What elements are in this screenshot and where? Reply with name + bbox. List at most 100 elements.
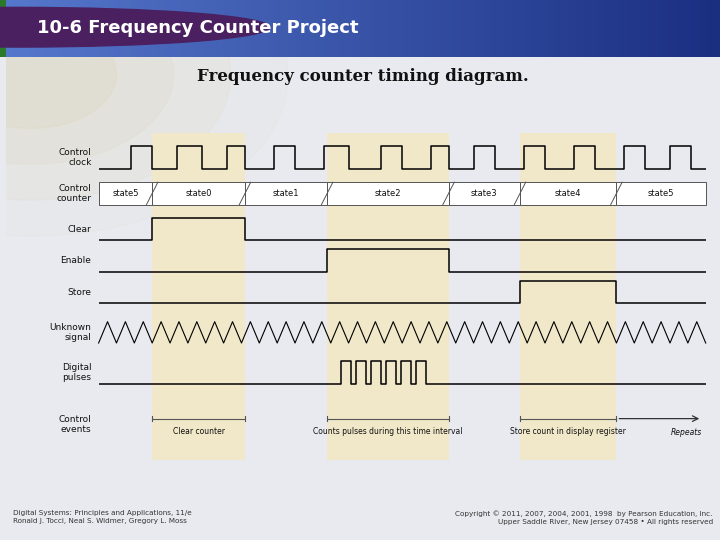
Bar — [58, 0, 65, 57]
Bar — [338, 0, 346, 57]
Bar — [259, 0, 266, 57]
Bar — [691, 0, 698, 57]
Bar — [713, 0, 720, 57]
Bar — [230, 0, 238, 57]
Bar — [520, 182, 616, 205]
Text: state5: state5 — [112, 189, 139, 198]
Text: state1: state1 — [273, 189, 300, 198]
Bar — [346, 0, 353, 57]
Text: Copyright © 2011, 2007, 2004, 2001, 1998  by Pearson Education, Inc.
Upper Saddl: Copyright © 2011, 2007, 2004, 2001, 1998… — [456, 510, 713, 525]
Bar — [382, 0, 389, 57]
Text: Repeats: Repeats — [671, 428, 702, 436]
Circle shape — [0, 0, 288, 236]
Bar — [605, 0, 612, 57]
Bar — [432, 0, 439, 57]
Text: Digital Systems: Principles and Applications, 11/e
Ronald J. Tocci, Neal S. Widm: Digital Systems: Principles and Applicat… — [13, 510, 192, 524]
Bar — [79, 0, 86, 57]
Bar — [152, 182, 245, 205]
Bar — [202, 0, 209, 57]
Bar — [288, 0, 295, 57]
Bar — [36, 0, 43, 57]
Bar — [194, 0, 202, 57]
Bar — [540, 0, 547, 57]
Text: 10-6 Frequency Counter Project: 10-6 Frequency Counter Project — [37, 19, 359, 37]
Bar — [554, 0, 562, 57]
Bar — [655, 0, 662, 57]
Bar — [302, 0, 310, 57]
Circle shape — [0, 21, 117, 129]
Bar — [497, 0, 504, 57]
Bar — [403, 0, 410, 57]
Bar — [252, 0, 259, 57]
Text: Clear counter: Clear counter — [173, 427, 225, 436]
Bar — [425, 0, 432, 57]
Text: Frequency counter timing diagram.: Frequency counter timing diagram. — [197, 68, 528, 85]
Bar — [29, 0, 36, 57]
Bar — [482, 0, 490, 57]
Text: state0: state0 — [185, 189, 212, 198]
Bar — [108, 0, 115, 57]
Bar — [245, 0, 252, 57]
Bar — [101, 0, 108, 57]
Bar — [518, 0, 526, 57]
Bar — [367, 0, 374, 57]
Bar — [14, 0, 22, 57]
Bar — [533, 0, 540, 57]
Circle shape — [0, 8, 270, 47]
Bar — [520, 133, 616, 460]
Bar — [0, 0, 6, 57]
Bar — [475, 0, 482, 57]
Bar — [65, 0, 72, 57]
Text: Control
clock: Control clock — [59, 148, 91, 167]
Bar — [158, 0, 166, 57]
Bar — [43, 0, 50, 57]
Circle shape — [0, 0, 174, 164]
Text: Control
events: Control events — [59, 415, 91, 434]
Bar — [223, 0, 230, 57]
Bar — [180, 0, 187, 57]
Bar — [115, 0, 122, 57]
Bar — [449, 182, 520, 205]
Bar — [166, 0, 173, 57]
Circle shape — [0, 0, 230, 200]
Bar — [353, 0, 360, 57]
Text: Control
counter: Control counter — [56, 184, 91, 203]
Bar — [122, 0, 130, 57]
Bar — [238, 0, 245, 57]
Text: Store: Store — [68, 287, 91, 296]
Bar — [634, 0, 641, 57]
Bar — [396, 0, 403, 57]
Bar — [446, 0, 454, 57]
Bar — [360, 0, 367, 57]
Bar — [576, 0, 583, 57]
Text: Enable: Enable — [60, 256, 91, 265]
Bar — [706, 0, 713, 57]
Bar — [327, 182, 449, 205]
Bar — [86, 0, 94, 57]
Bar — [130, 0, 137, 57]
Bar — [569, 0, 576, 57]
Bar — [324, 0, 331, 57]
Text: state3: state3 — [471, 189, 498, 198]
Bar — [598, 0, 605, 57]
Bar — [209, 0, 216, 57]
Bar — [94, 0, 101, 57]
Bar — [374, 0, 382, 57]
Text: Clear: Clear — [68, 225, 91, 234]
Bar — [590, 0, 598, 57]
Bar — [216, 0, 223, 57]
Bar — [619, 0, 626, 57]
Bar — [583, 0, 590, 57]
Bar — [266, 0, 274, 57]
Bar — [698, 0, 706, 57]
Bar — [310, 0, 317, 57]
Bar — [317, 0, 324, 57]
Bar — [490, 0, 497, 57]
Bar — [0, 0, 7, 57]
Bar — [648, 0, 655, 57]
Bar — [511, 0, 518, 57]
Bar — [245, 182, 327, 205]
Bar — [677, 0, 684, 57]
Bar — [626, 0, 634, 57]
Bar — [295, 0, 302, 57]
